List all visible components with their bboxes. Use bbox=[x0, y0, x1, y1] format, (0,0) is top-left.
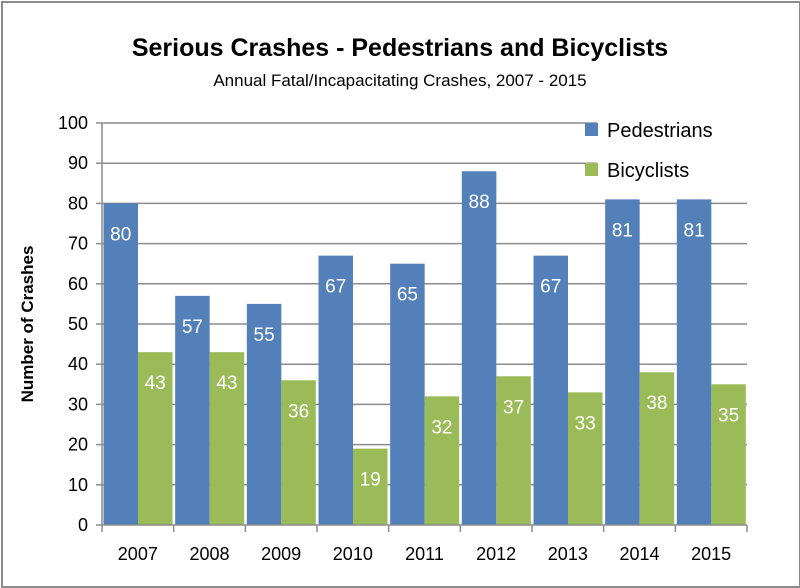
data-label-pedestrians-2014: 81 bbox=[612, 220, 633, 241]
y-tick-label: 10 bbox=[68, 475, 88, 495]
data-label-pedestrians-2011: 65 bbox=[397, 285, 418, 306]
x-tick-label: 2012 bbox=[476, 544, 516, 564]
bar-bicyclists-2014 bbox=[639, 372, 675, 525]
bars bbox=[103, 171, 746, 526]
y-tick-label: 60 bbox=[68, 274, 88, 294]
bar-pedestrians-2015 bbox=[676, 199, 712, 525]
x-tick-label: 2011 bbox=[405, 544, 444, 564]
data-label-bicyclists-2012: 37 bbox=[503, 397, 524, 418]
y-tick-label: 0 bbox=[78, 515, 88, 535]
chart-title: Serious Crashes - Pedestrians and Bicycl… bbox=[132, 34, 668, 62]
y-tick-label: 20 bbox=[68, 435, 88, 455]
axes bbox=[96, 122, 748, 532]
x-tick-label: 2008 bbox=[189, 544, 229, 564]
data-label-bicyclists-2011: 32 bbox=[431, 417, 452, 438]
legend: Pedestrians Bicyclists bbox=[585, 120, 713, 182]
bar-bicyclists-2012 bbox=[496, 376, 531, 525]
y-tick-label: 90 bbox=[68, 153, 88, 173]
x-tick-label: 2013 bbox=[548, 544, 588, 564]
data-label-bicyclists-2015: 35 bbox=[718, 405, 739, 426]
y-tick-label: 70 bbox=[68, 234, 88, 254]
y-tick-label: 100 bbox=[58, 113, 88, 133]
bar-pedestrians-2011 bbox=[390, 263, 425, 525]
y-axis-label: Number of Crashes bbox=[18, 246, 37, 403]
data-label-pedestrians-2015: 81 bbox=[684, 220, 705, 241]
bar-bicyclists-2011 bbox=[424, 396, 460, 525]
bar-pedestrians-2008 bbox=[175, 295, 210, 525]
bar-bicyclists-2015 bbox=[711, 384, 746, 525]
legend-label-bicyclists: Bicyclists bbox=[607, 160, 689, 182]
bar-pedestrians-2009 bbox=[246, 303, 282, 525]
legend-swatch-bicyclists bbox=[585, 163, 598, 176]
legend-swatch-pedestrians bbox=[585, 123, 598, 136]
x-tick-labels: 2007 2008 2009 2010 2011 2012 2013 2014 2015 bbox=[118, 544, 731, 564]
data-label-bicyclists-2014: 38 bbox=[646, 393, 667, 414]
chart-subtitle: Annual Fatal/Incapacitating Crashes, 200… bbox=[213, 71, 586, 90]
x-tick-label: 2009 bbox=[261, 544, 301, 564]
data-label-bicyclists-2007: 43 bbox=[145, 373, 166, 394]
bar-pedestrians-2013 bbox=[533, 255, 568, 525]
data-label-pedestrians-2013: 67 bbox=[540, 277, 561, 298]
x-tick-label: 2014 bbox=[619, 544, 659, 564]
bar-pedestrians-2012 bbox=[461, 171, 497, 526]
bar-pedestrians-2007 bbox=[103, 203, 138, 525]
data-label-pedestrians-2007: 80 bbox=[110, 224, 131, 245]
bar-bicyclists-2009 bbox=[281, 380, 316, 525]
data-label-bicyclists-2013: 33 bbox=[575, 413, 596, 434]
y-tick-label: 40 bbox=[68, 354, 88, 374]
y-tick-label: 50 bbox=[68, 314, 88, 334]
data-labels: 80 43 57 43 55 36 67 19 65 32 88 37 67 33 81 38 81 35 bbox=[110, 192, 739, 490]
y-tick-label: 80 bbox=[68, 193, 88, 213]
bar-pedestrians-2014 bbox=[605, 199, 640, 525]
data-label-bicyclists-2009: 36 bbox=[288, 401, 309, 422]
bar-pedestrians-2010 bbox=[318, 255, 353, 525]
data-label-bicyclists-2008: 43 bbox=[216, 373, 237, 394]
x-tick-label: 2015 bbox=[691, 544, 731, 564]
bar-bicyclists-2013 bbox=[568, 392, 603, 525]
data-label-pedestrians-2012: 88 bbox=[469, 192, 490, 213]
bar-bicyclists-2008 bbox=[209, 352, 245, 525]
data-label-pedestrians-2009: 55 bbox=[254, 325, 275, 346]
data-label-pedestrians-2008: 57 bbox=[182, 317, 203, 338]
data-label-pedestrians-2010: 67 bbox=[325, 277, 346, 298]
x-tick-label: 2007 bbox=[118, 544, 158, 564]
bar-bicyclists-2010 bbox=[353, 448, 388, 525]
data-label-bicyclists-2010: 19 bbox=[360, 470, 381, 491]
legend-label-pedestrians: Pedestrians bbox=[607, 120, 713, 142]
bar-bicyclists-2007 bbox=[138, 352, 173, 525]
x-tick-label: 2010 bbox=[333, 544, 373, 564]
y-tick-labels: 0 10 20 30 40 50 60 70 80 90 100 bbox=[58, 113, 88, 535]
y-tick-label: 30 bbox=[68, 394, 88, 414]
